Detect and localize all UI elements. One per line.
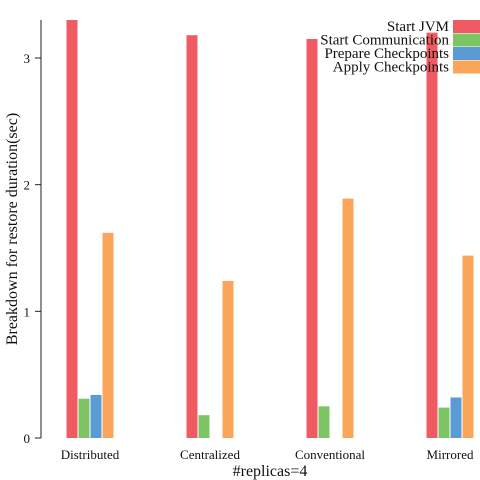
x-tick-label-conventional: Conventional [295,447,365,462]
legend-swatch-start-communication [453,33,480,47]
bar-start-communication-centralized [198,415,210,438]
axes-layer: 0 1 2 3 Distributed Centralized Conventional Mi… [24,20,474,462]
y-axis-title: Breakdown for restore duration(sec) [4,113,21,345]
bar-start-communication-conventional [318,406,330,438]
bar-start-communication-distributed [78,398,90,438]
bars-layer [66,20,474,439]
bar-prepare-checkpoints-mirrored [450,397,462,438]
bar-start-communication-mirrored [438,407,450,438]
bar-apply-checkpoints-distributed [102,232,114,438]
y-tick-label-3: 3 [24,51,31,66]
x-axis-title: #replicas=4 [233,463,308,480]
legend-label-prepare-checkpoints: Prepare Checkpoints [324,46,449,62]
bar-prepare-checkpoints-distributed [90,394,102,438]
bar-apply-checkpoints-centralized [222,280,234,438]
x-tick-label-distributed: Distributed [61,447,120,462]
legend-label-start-jvm: Start JVM [387,19,449,35]
legend-swatch-apply-checkpoints [453,60,480,74]
bar-start-jvm-centralized [186,35,198,438]
bar-start-jvm-distributed [66,20,78,438]
bar-start-jvm-conventional [306,39,318,438]
bar-apply-checkpoints-conventional [342,198,354,438]
legend-label-start-communication: Start Communication [320,33,449,49]
y-tick-label-0: 0 [24,431,31,446]
x-tick-label-mirrored: Mirrored [427,447,474,462]
legend-label-apply-checkpoints: Apply Checkpoints [333,60,449,76]
bar-start-jvm-mirrored [426,32,438,439]
legend-swatch-start-jvm [453,20,480,33]
x-tick-label-centralized: Centralized [180,447,240,462]
y-tick-label-1: 1 [24,304,31,319]
y-tick-label-2: 2 [24,178,31,193]
bar-apply-checkpoints-mirrored [462,255,474,438]
legend-swatch-prepare-checkpoints [453,47,480,60]
